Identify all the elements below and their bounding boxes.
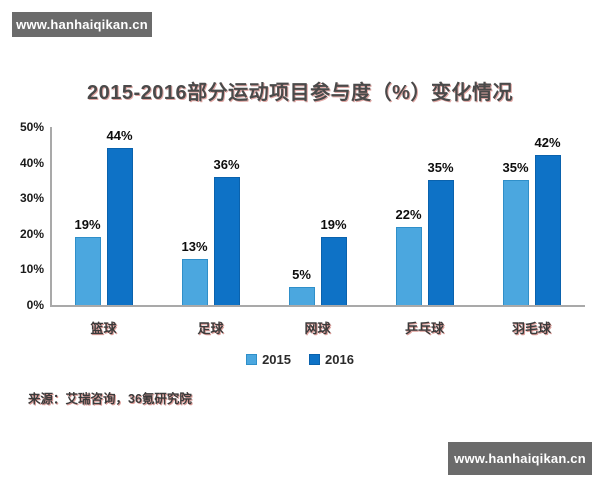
bar-2015-篮球 [74,237,101,305]
bar-group-乒乓球: 22% 35% [371,127,478,305]
legend-label-2016: 2016 [325,352,354,367]
bar-2015-乒乓球 [395,226,422,305]
bar-2016-篮球 [106,148,133,305]
bar-2016-网球 [320,237,347,305]
bar-group-网球: 5% 19% [264,127,371,305]
bar-2016-羽毛球 [534,155,561,305]
bar-slot-2015-网球: 5% [288,127,315,305]
bar-slot-2016-羽毛球: 42% [534,127,561,305]
x-axis-line [50,305,585,307]
bar-slot-2016-网球: 19% [320,127,347,305]
legend-swatch-2015 [246,354,258,365]
category-label-网球: 网球 [304,321,331,336]
watermark-top-left: www.hanhaiqikan.cn [12,12,152,37]
x-axis-category-labels: 篮球 足球 网球 乒乓球 羽毛球 [50,318,585,337]
y-axis-line [50,127,52,307]
bar-2015-羽毛球 [502,180,529,305]
y-tick-30%: 30% [19,191,44,206]
value-label-2015-乒乓球: 22% [395,206,422,222]
watermark-bottom-right: www.hanhaiqikan.cn [448,442,592,475]
value-label-2015-足球: 13% [181,238,208,254]
value-label-2015-篮球: 19% [74,217,101,233]
bar-slot-2015-羽毛球: 35% [502,127,529,305]
bar-slot-2015-篮球: 19% [74,127,101,305]
y-tick-40%: 40% [19,155,44,170]
y-tick-10%: 10% [19,262,44,277]
value-label-2015-羽毛球: 35% [502,160,529,176]
plot-area: 19% 44% 13% 36% 5% 19% 22% 35% 35% 42% [50,127,585,305]
y-tick-50%: 50% [19,120,44,134]
legend-swatch-2016 [309,354,320,365]
legend-item-2015: 2015 [246,352,291,367]
bar-2015-足球 [181,258,208,305]
bar-slot-2016-篮球: 44% [106,127,133,305]
value-label-2016-篮球: 44% [106,128,133,144]
bar-slot-2016-乒乓球: 35% [427,127,454,305]
watermark-url-text: www.hanhaiqikan.cn [454,451,586,466]
bar-group-羽毛球: 35% 42% [478,127,585,305]
legend-label-2015: 2015 [262,352,291,367]
category-label-羽毛球: 羽毛球 [511,321,551,336]
legend-item-2016: 2016 [309,352,354,367]
bar-slot-2016-足球: 36% [213,127,240,305]
value-label-2016-羽毛球: 42% [534,135,561,151]
watermark-url-text: www.hanhaiqikan.cn [16,17,148,32]
bar-slot-2015-乒乓球: 22% [395,127,422,305]
bar-2015-网球 [288,287,315,305]
bar-group-足球: 13% 36% [157,127,264,305]
bar-2016-足球 [213,176,240,305]
chart-title: 2015-2016部分运动项目参与度（%）变化情况 [87,82,513,104]
value-label-2016-足球: 36% [213,156,240,172]
category-label-篮球: 篮球 [90,321,117,336]
value-label-2016-网球: 19% [320,217,347,233]
bar-slot-2015-足球: 13% [181,127,208,305]
legend: 2015 2016 [0,352,600,367]
y-tick-20%: 20% [19,226,44,241]
y-axis-tick-labels: 0% 10% 20% 30% 40% 50% [0,120,44,312]
bar-group-篮球: 19% 44% [50,127,157,305]
bar-2016-乒乓球 [427,180,454,305]
value-label-2015-网球: 5% [292,267,311,283]
bar-groups: 19% 44% 13% 36% 5% 19% 22% 35% 35% 42% [50,127,585,305]
source-note: 来源：艾瑞咨询，36氪研究院 [28,392,192,406]
category-label-乒乓球: 乒乓球 [404,321,444,336]
y-tick-0%: 0% [26,298,44,312]
category-label-足球: 足球 [197,321,224,336]
value-label-2016-乒乓球: 35% [427,160,454,176]
